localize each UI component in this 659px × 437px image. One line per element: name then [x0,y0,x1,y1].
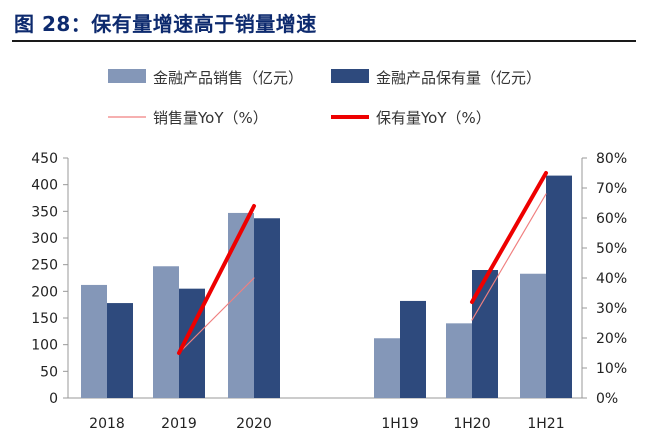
y-left-tick-label: 150 [31,311,58,327]
x-tick-label: 1H21 [527,416,564,432]
x-tick-label: 1H20 [453,416,490,432]
bar-holdings [546,175,572,398]
y-right-tick-label: 70% [596,181,627,197]
legend-label-holdings-yoy: 保有量YoY（%） [376,109,491,127]
y-left-tick-label: 100 [31,338,58,354]
y-right-tick-label: 80% [596,151,627,167]
legend-label-holdings: 金融产品保有量（亿元） [376,69,541,87]
legend-label-sales: 金融产品销售（亿元） [153,69,303,87]
y-right-tick-label: 0% [596,391,618,407]
bar-sales [81,284,107,398]
x-tick-label: 2020 [236,416,272,432]
bar-sales [374,338,400,398]
x-tick-label: 1H19 [381,416,418,432]
sales-yoy-line [471,193,547,321]
y-left-tick-label: 200 [31,284,58,300]
y-left-tick-label: 400 [31,178,58,194]
bar-holdings [472,270,498,398]
figure-title: 图 28：保有量增速高于销量增速 [14,12,317,36]
y-left-tick-label: 0 [49,391,58,407]
y-right-tick-label: 20% [596,331,627,347]
y-right-tick-label: 30% [596,301,627,317]
y-left-tick-label: 300 [31,231,58,247]
sales-yoy-line [178,277,255,354]
y-right-tick-label: 10% [596,361,627,377]
y-left-tick-label: 250 [31,258,58,274]
x-tick-label: 2019 [161,416,197,432]
y-right-tick-label: 40% [596,271,627,287]
bar-holdings [254,218,280,398]
legend-swatch-sales [108,69,146,83]
bar-sales [153,266,179,398]
y-right-tick-label: 60% [596,211,627,227]
title-underline [12,40,636,42]
bar-sales [446,323,472,398]
holdings-yoy-line [470,171,548,304]
holdings-yoy-line [177,204,256,355]
bar-sales [228,212,254,398]
legend-label-sales-yoy: 销售量YoY（%） [153,109,268,127]
legend-swatch-holdings [331,69,369,83]
y-right-tick-label: 50% [596,241,627,257]
y-left-tick-label: 50 [40,364,58,380]
bar-holdings [400,300,426,398]
y-left-tick-label: 450 [31,151,58,167]
x-tick-label: 2018 [89,416,125,432]
bar-holdings [107,303,133,398]
bar-sales [520,273,546,398]
y-left-tick-label: 350 [31,204,58,220]
